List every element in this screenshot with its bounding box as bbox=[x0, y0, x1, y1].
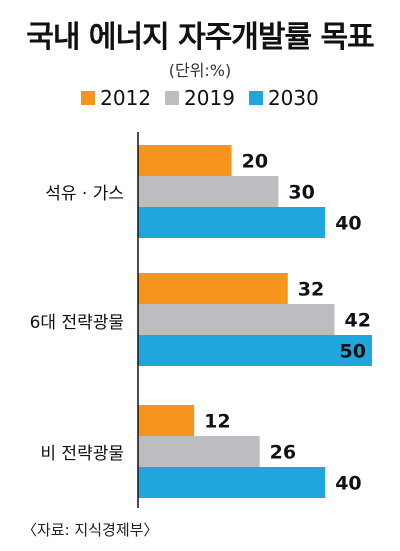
legend-swatch-2012 bbox=[81, 91, 96, 105]
category-label: 비 전략광물 bbox=[40, 444, 124, 464]
bar-2012 bbox=[138, 405, 195, 436]
unit-label: (단위:%) bbox=[168, 61, 232, 80]
value-label: 12 bbox=[204, 411, 230, 433]
bar-2019 bbox=[138, 304, 335, 335]
category-label: 6대 전략광물 bbox=[30, 313, 124, 333]
value-label: 32 bbox=[298, 279, 324, 301]
legend-swatch-2019 bbox=[165, 91, 180, 105]
bar-2030 bbox=[138, 467, 326, 498]
bar-2030 bbox=[138, 335, 372, 366]
bar-2019 bbox=[138, 176, 279, 207]
bar-2012 bbox=[138, 273, 288, 304]
legend-item-2012: 2012 bbox=[81, 86, 151, 110]
bar-2019 bbox=[138, 436, 260, 467]
legend-label-2012: 2012 bbox=[100, 86, 152, 110]
value-label: 20 bbox=[242, 151, 268, 173]
bar-2030 bbox=[138, 207, 326, 238]
legend-label-2030: 2030 bbox=[267, 86, 319, 110]
value-label: 42 bbox=[345, 310, 371, 332]
legend-swatch-2030 bbox=[248, 91, 263, 105]
chart-title: 국내 에너지 자주개발률 목표 bbox=[26, 20, 375, 55]
value-label: 40 bbox=[335, 473, 361, 495]
category-label: 석유 · 가스 bbox=[45, 184, 124, 204]
value-label: 26 bbox=[270, 442, 296, 464]
value-label: 30 bbox=[288, 182, 314, 204]
legend-label-2019: 2019 bbox=[184, 86, 235, 110]
bar-2012 bbox=[138, 145, 232, 176]
legend: 2012 2019 2030 bbox=[0, 86, 400, 110]
legend-item-2019: 2019 bbox=[165, 86, 235, 110]
value-label: 50 bbox=[340, 341, 366, 363]
value-label: 40 bbox=[335, 213, 361, 235]
legend-item-2030: 2030 bbox=[248, 86, 319, 110]
source-note: 〈자료: 지식경제부〉 bbox=[22, 521, 159, 539]
